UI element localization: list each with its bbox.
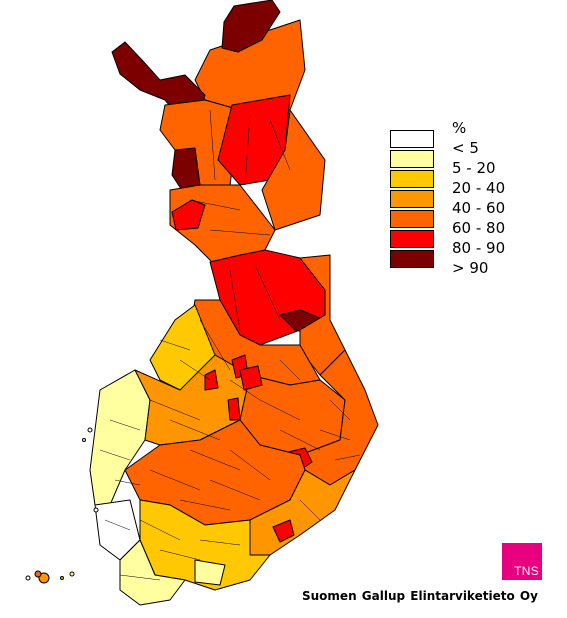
region-central-red-4 xyxy=(227,397,241,421)
tns-logo: TNS xyxy=(502,543,542,580)
legend-label: > 90 xyxy=(452,259,489,277)
legend-swatch xyxy=(390,130,434,148)
legend-swatch xyxy=(390,230,434,248)
legend-swatch xyxy=(390,250,434,268)
legend-swatch xyxy=(390,190,434,208)
region-uusimaa-yellow xyxy=(194,559,226,586)
region-lapland-red-pocket xyxy=(171,199,206,231)
region-far-north xyxy=(221,0,281,53)
logo-text: TNS xyxy=(514,564,539,578)
aland-islands xyxy=(25,427,99,584)
legend-unit-label: % xyxy=(452,119,467,137)
legend-swatch xyxy=(390,170,434,188)
region-central-red-2 xyxy=(204,369,219,391)
legend-label: 5 - 20 xyxy=(452,159,496,177)
region-south-coast-pale xyxy=(119,539,186,606)
region-southeast-red xyxy=(272,519,295,543)
legend-label: 80 - 90 xyxy=(452,239,506,257)
legend-item: < 5 xyxy=(389,129,519,157)
legend-item: 5 - 20 xyxy=(389,149,519,177)
legend-label: 60 - 80 xyxy=(452,219,506,237)
legend-item: 80 - 90 xyxy=(389,229,519,257)
legend-label: 40 - 60 xyxy=(452,199,506,217)
legend-item: 40 - 60 xyxy=(389,189,519,217)
legend-swatch xyxy=(390,210,434,228)
map-regions xyxy=(89,0,379,606)
legend-label: 20 - 40 xyxy=(452,179,506,197)
region-central-red-3 xyxy=(239,365,263,391)
legend-swatch xyxy=(390,150,434,168)
municipality-lines xyxy=(99,109,361,581)
legend-label: < 5 xyxy=(452,139,479,157)
legend-item: > 90 xyxy=(389,249,519,277)
source-credit: Suomen Gallup Elintarviketieto Oy xyxy=(302,589,538,603)
legend-item: 60 - 80 xyxy=(389,209,519,237)
legend-item: 20 - 40 xyxy=(389,169,519,197)
